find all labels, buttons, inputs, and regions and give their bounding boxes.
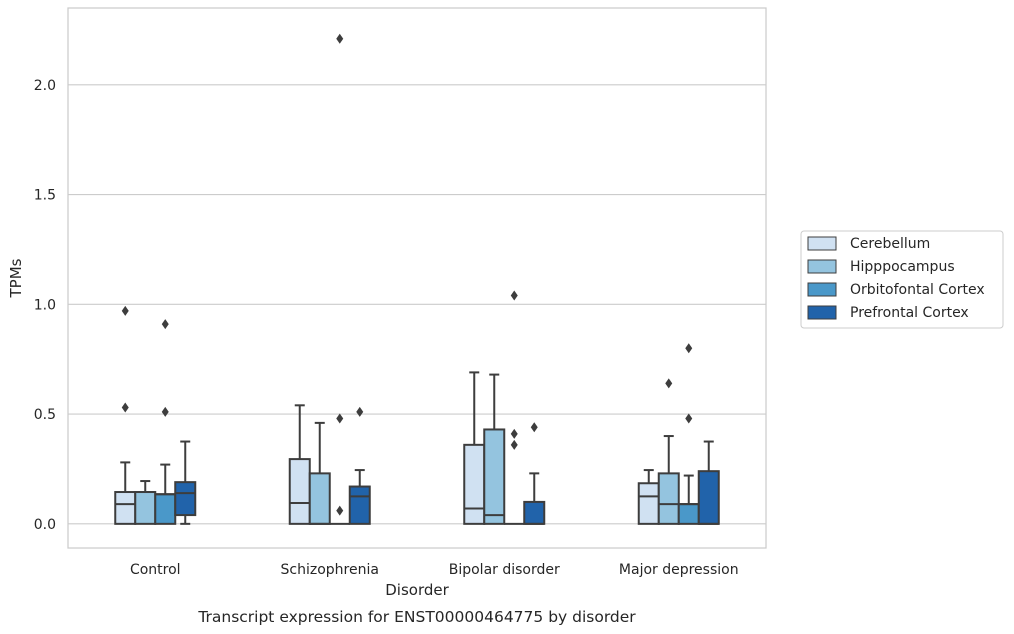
plot-area-border <box>67 7 767 549</box>
box-prefrontal-cortex <box>348 406 371 525</box>
y-tick-label: 1.0 <box>34 297 56 313</box>
box-orbitofontal-cortex <box>329 33 350 525</box>
legend-swatch <box>807 236 837 251</box>
box-iqr <box>288 458 311 525</box>
box-cerebellum <box>114 305 137 525</box>
outlier-point <box>121 402 129 413</box>
box-iqr <box>463 443 486 525</box>
outlier-point <box>685 413 693 424</box>
y-tick-label: 1.5 <box>34 188 56 204</box>
legend-frame <box>800 230 1004 329</box>
y-tick-label: 2.0 <box>34 78 56 94</box>
box-orbitofontal-cortex <box>677 343 700 525</box>
outlier-point <box>510 439 518 450</box>
box-iqr <box>523 500 546 525</box>
legend-swatch <box>807 305 837 320</box>
box-prefrontal-cortex <box>697 440 720 525</box>
box-orbitofontal-cortex <box>154 319 177 525</box>
box-iqr <box>657 472 680 525</box>
box-iqr <box>677 503 700 525</box>
outlier-point <box>530 422 538 433</box>
box-hipppocampus <box>657 378 680 525</box>
box-prefrontal-cortex <box>174 440 197 525</box>
box-hipppocampus <box>483 373 506 525</box>
x-axis-label: Disorder <box>385 581 449 599</box>
outlier-point <box>336 413 344 424</box>
outlier-point <box>336 33 344 44</box>
box-iqr <box>348 485 371 525</box>
x-tick-label: Control <box>130 562 181 578</box>
legend-label: Orbitofontal Cortex <box>850 282 985 298</box>
outlier-point <box>336 505 344 516</box>
outlier-point <box>510 428 518 439</box>
boxes-layer <box>114 33 720 525</box>
outlier-point <box>685 343 693 354</box>
y-axis-label: TPMs <box>7 258 25 298</box>
box-hipppocampus <box>134 480 157 525</box>
outlier-point <box>510 290 518 301</box>
box-iqr <box>483 428 506 525</box>
legend-swatch <box>807 282 837 297</box>
box-cerebellum <box>637 469 660 525</box>
x-tick-label: Bipolar disorder <box>449 562 560 578</box>
box-iqr <box>637 482 660 525</box>
legend: Cerebellum Hipppocampus Orbitofontal Corte… <box>800 230 1004 329</box>
outlier-point <box>356 406 364 417</box>
chart-caption: Transcript expression for ENST0000046477… <box>197 608 636 626</box>
legend-label: Hipppocampus <box>850 259 955 275</box>
box-iqr <box>697 470 720 525</box>
outlier-point <box>161 319 169 330</box>
y-tick-labels: 0.0 0.5 1.0 1.5 2.0 <box>34 78 56 533</box>
box-iqr <box>174 481 197 517</box>
box-cerebellum <box>463 371 486 525</box>
box-iqr <box>308 472 331 525</box>
box-hipppocampus <box>308 421 331 525</box>
x-tick-label: Major depression <box>619 562 739 578</box>
y-tick-label: 0.0 <box>34 517 56 533</box>
x-tick-label: Schizophrenia <box>281 562 379 578</box>
box-prefrontal-cortex <box>523 422 546 525</box>
box-iqr <box>114 491 137 525</box>
outlier-point <box>161 406 169 417</box>
legend-swatch <box>807 259 837 274</box>
outlier-point <box>121 305 129 316</box>
outlier-point <box>665 378 673 389</box>
y-tick-label: 0.5 <box>34 407 56 423</box>
box-iqr <box>134 491 157 525</box>
x-tick-labels: Control Schizophrenia Bipolar disorder Majo… <box>130 562 739 578</box>
legend-label: Cerebellum <box>850 236 930 252</box>
box-cerebellum <box>288 404 311 525</box>
legend-label: Prefrontal Cortex <box>850 305 969 321</box>
box-iqr <box>154 493 177 525</box>
box-orbitofontal-cortex <box>504 290 525 525</box>
grid-lines <box>68 84 766 525</box>
